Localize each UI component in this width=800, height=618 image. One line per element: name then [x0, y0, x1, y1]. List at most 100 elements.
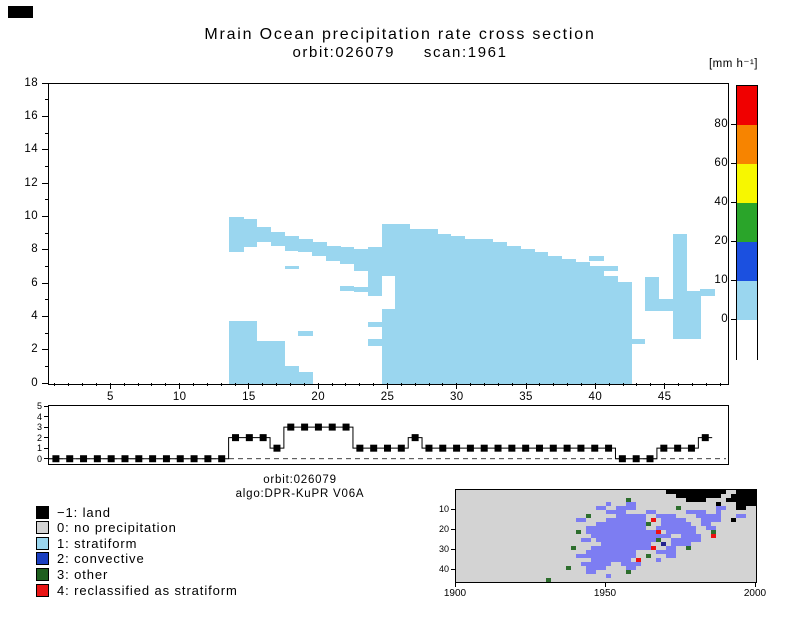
map-cell	[596, 526, 601, 530]
map-cell	[681, 526, 686, 530]
x-axis-minor-tick	[484, 383, 485, 386]
colorbar-tick-label: 10	[714, 273, 728, 286]
rain-type-marker	[466, 444, 474, 452]
rain-type-axis-tick	[44, 458, 48, 460]
map-cell	[631, 534, 636, 538]
map-cell	[626, 498, 631, 502]
rain-type-marker	[522, 444, 530, 452]
map-cell	[641, 526, 646, 530]
map-cell	[651, 538, 656, 542]
map-cell	[631, 518, 636, 522]
precip-fill	[617, 282, 632, 384]
rain-type-axis-tick	[44, 416, 48, 418]
rain-type-marker	[411, 434, 419, 442]
precip-fill	[672, 234, 688, 339]
y-axis-minor-tick	[45, 265, 48, 267]
map-cell	[676, 506, 681, 510]
colorbar-segment	[737, 242, 757, 282]
map-cell	[616, 558, 621, 562]
map-cell	[671, 542, 676, 546]
precip-fill	[298, 239, 313, 253]
map-cell	[671, 514, 676, 518]
x-axis-minor-tick	[678, 383, 679, 386]
y-axis-tick-label: 4	[31, 309, 38, 322]
precip-fill	[284, 265, 300, 269]
x-axis-tick-label: 35	[519, 391, 533, 403]
chart-subtitle: orbit:026079 scan:1961	[292, 44, 508, 61]
map-cell	[586, 550, 591, 554]
map-cell	[696, 510, 701, 514]
map-cell	[641, 546, 646, 550]
map-cell	[596, 566, 601, 570]
x-axis-minor-tick	[345, 383, 347, 386]
rain-type-marker	[356, 444, 364, 452]
map-cell	[666, 526, 671, 530]
rain-type-marker	[190, 455, 198, 463]
rain-type-marker	[287, 423, 295, 431]
precip-fill	[520, 249, 535, 384]
map-x-tick-label: 1950	[593, 588, 617, 599]
map-cell	[706, 514, 711, 518]
rain-type-axis-tick	[44, 437, 48, 439]
y-axis-minor-tick	[45, 165, 48, 167]
map-cell	[706, 522, 711, 526]
map-cell	[606, 502, 611, 506]
x-axis-minor-tick	[691, 383, 693, 386]
map-cell	[586, 554, 591, 558]
y-axis-minor-tick	[45, 365, 48, 367]
map-cell	[596, 506, 601, 510]
map-cell	[636, 546, 641, 550]
map-cell	[626, 522, 631, 526]
map-cell	[716, 494, 721, 498]
map-cell	[576, 518, 581, 522]
x-axis-minor-tick	[400, 383, 402, 386]
corner-mark	[8, 6, 33, 18]
precip-fill	[464, 239, 480, 384]
x-axis-tick-label: 10	[172, 391, 187, 403]
map-cell	[641, 530, 646, 534]
map-cell	[596, 562, 601, 566]
map-cell	[646, 538, 651, 542]
rain-type-axis-tick	[44, 447, 48, 449]
map-cell	[651, 530, 656, 534]
y-axis-tick-label: 16	[24, 109, 38, 122]
rain-type-marker	[439, 444, 447, 452]
map-cell	[581, 562, 586, 566]
map-cell	[636, 522, 641, 526]
rain-type-marker	[259, 434, 267, 442]
colorbar-tick-label: 80	[714, 117, 728, 130]
map-cell	[656, 538, 661, 542]
legend-label: −1: land	[57, 504, 111, 520]
rain-type-axis-tick	[44, 405, 48, 407]
map-cell	[606, 562, 611, 566]
x-axis-minor-tick	[165, 383, 167, 386]
x-axis-minor-tick	[539, 383, 541, 386]
colorbar-segment	[737, 86, 757, 126]
colorbar-units-label: [mm h⁻¹]	[708, 58, 758, 70]
colorbar-tick	[731, 162, 736, 164]
x-axis-minor-tick	[719, 383, 721, 386]
map-cell	[626, 506, 631, 510]
rain-type-marker	[453, 444, 461, 452]
map-cell	[741, 490, 746, 494]
map-cell	[681, 522, 686, 526]
map-cell	[626, 534, 631, 538]
x-axis-minor-tick	[608, 383, 610, 386]
map-cell	[661, 550, 666, 554]
legend-swatch	[36, 583, 49, 597]
map-cell	[691, 494, 696, 498]
map-cell	[711, 514, 716, 518]
map-cell	[611, 550, 616, 554]
map-cell	[601, 554, 606, 558]
map-y-tick-label: 20	[438, 524, 449, 534]
rain-type-marker	[121, 455, 129, 463]
map-cell	[606, 538, 611, 542]
map-cell	[616, 546, 621, 550]
rain-type-marker	[342, 423, 350, 431]
map-cell	[601, 566, 606, 570]
map-cell	[661, 542, 666, 546]
map-cell	[676, 490, 681, 494]
map-cell	[711, 530, 716, 534]
map-cell	[636, 518, 641, 522]
map-x-tick-label: 1900	[443, 588, 467, 599]
